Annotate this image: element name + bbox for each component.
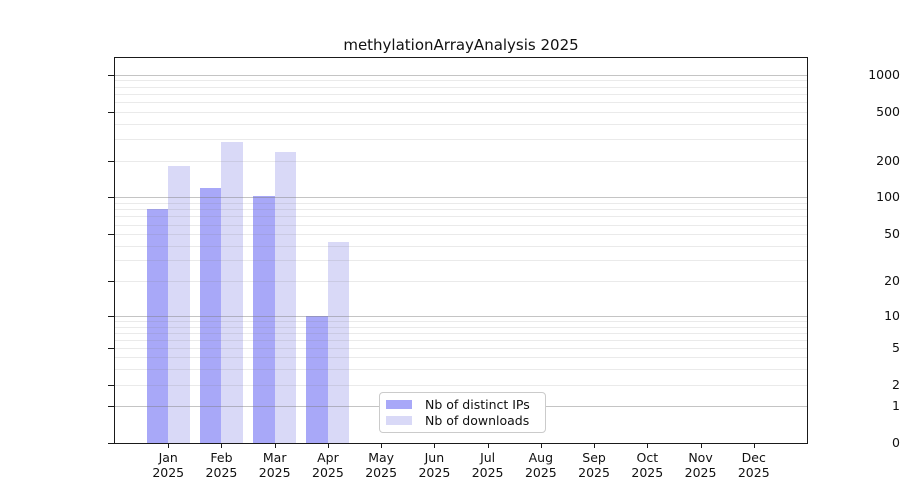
year-label: 2025 <box>578 465 610 480</box>
month-label: Dec <box>741 450 766 465</box>
y-tick-label-50: 50 <box>884 226 900 242</box>
y-tick-mark-20 <box>108 281 114 283</box>
x-tick-label-may: May 2025 <box>353 450 409 480</box>
x-tick-label-aug: Aug 2025 <box>513 450 569 480</box>
x-tick-mark-dec <box>753 444 755 448</box>
x-tick-label-dec: Dec 2025 <box>726 450 782 480</box>
y-tick-label-5: 5 <box>892 339 900 355</box>
x-tick-label-jun: Jun 2025 <box>406 450 462 480</box>
x-tick-mark-sep <box>594 444 596 448</box>
year-label: 2025 <box>631 465 664 480</box>
x-tick-label-oct: Oct 2025 <box>619 450 675 480</box>
legend-row-downloads: Nb of downloads <box>386 413 539 428</box>
y-tick-label-0: 0 <box>892 435 900 450</box>
month-label: Jul <box>480 450 496 465</box>
year-label: 2025 <box>737 465 770 480</box>
bar-feb-distinct-ips <box>199 188 222 443</box>
y-tick-label-1: 1 <box>892 398 900 414</box>
bars-layer <box>115 58 807 443</box>
x-tick-label-apr: Apr 2025 <box>300 450 356 480</box>
x-tick-label-feb: Feb 2025 <box>193 450 249 480</box>
x-tick-mark-aug <box>540 444 542 448</box>
y-tick-label-10: 10 <box>884 308 900 324</box>
y-tick-mark-200 <box>108 161 114 163</box>
y-tick-mark-5 <box>108 347 114 349</box>
x-tick-label-nov: Nov 2025 <box>673 450 729 480</box>
y-tick-label-500: 500 <box>876 103 900 119</box>
bar-feb-downloads <box>221 142 243 443</box>
month-label: Jun <box>424 450 445 465</box>
month-label: Jan <box>158 450 178 465</box>
x-tick-mark-oct <box>647 444 649 448</box>
month-label: Mar <box>262 450 287 465</box>
chart-title: methylationArrayAnalysis 2025 <box>343 36 579 54</box>
x-tick-mark-apr <box>327 444 329 448</box>
bar-jan-distinct-ips <box>146 209 169 443</box>
y-tick-mark-10 <box>108 316 114 318</box>
year-label: 2025 <box>205 465 238 480</box>
x-tick-label-mar: Mar 2025 <box>247 450 303 480</box>
x-tick-label-jul: Jul 2025 <box>460 450 516 480</box>
x-tick-label-jan: Jan 2025 <box>140 450 196 480</box>
bar-apr-downloads <box>327 242 350 443</box>
x-tick-mark-jul <box>487 444 489 448</box>
y-tick-mark-500 <box>108 111 114 113</box>
legend-label-downloads: Nb of downloads <box>425 413 530 429</box>
legend-swatch-downloads <box>386 416 412 426</box>
y-tick-mark-2 <box>108 385 114 387</box>
year-label: 2025 <box>365 465 398 480</box>
y-tick-label-100: 100 <box>876 188 900 204</box>
x-tick-mark-mar <box>274 444 276 448</box>
y-tick-mark-1000 <box>108 74 114 76</box>
y-tick-label-1000: 1000 <box>868 66 900 82</box>
bar-mar-downloads <box>274 152 297 443</box>
month-label: Feb <box>210 450 233 465</box>
y-tick-mark-100 <box>108 196 114 198</box>
x-tick-mark-jan <box>168 444 170 448</box>
year-label: 2025 <box>312 465 344 480</box>
x-tick-mark-may <box>381 444 383 448</box>
x-tick-mark-nov <box>700 444 702 448</box>
y-tick-mark-1 <box>108 406 114 408</box>
month-label: Apr <box>317 450 339 465</box>
y-tick-mark-50 <box>108 234 114 236</box>
bar-apr-distinct-ips <box>306 316 328 443</box>
month-label: Sep <box>582 450 606 465</box>
x-tick-mark-feb <box>221 444 223 448</box>
x-tick-label-sep: Sep 2025 <box>566 450 622 480</box>
y-tick-label-20: 20 <box>884 273 900 289</box>
legend-swatch-distinct-ips <box>386 399 412 409</box>
y-tick-label-200: 200 <box>876 153 900 169</box>
month-label: May <box>368 450 395 465</box>
year-label: 2025 <box>471 465 504 480</box>
bar-jan-downloads <box>168 166 190 443</box>
legend-label-distinct-ips: Nb of distinct IPs <box>425 396 530 412</box>
year-label: 2025 <box>258 465 291 480</box>
month-label: Oct <box>636 450 659 465</box>
legend: Nb of distinct IPs Nb of downloads <box>379 392 546 433</box>
x-tick-mark-jun <box>434 444 436 448</box>
year-label: 2025 <box>418 465 451 480</box>
year-label: 2025 <box>524 465 557 480</box>
year-label: 2025 <box>684 465 717 480</box>
month-label: Nov <box>688 450 713 465</box>
month-label: Aug <box>528 450 554 465</box>
bar-mar-distinct-ips <box>253 195 275 443</box>
y-tick-label-2: 2 <box>892 377 900 393</box>
legend-row-distinct-ips: Nb of distinct IPs <box>386 397 539 412</box>
year-label: 2025 <box>152 465 185 480</box>
plot-area <box>114 57 808 444</box>
y-tick-mark-0 <box>108 443 114 444</box>
